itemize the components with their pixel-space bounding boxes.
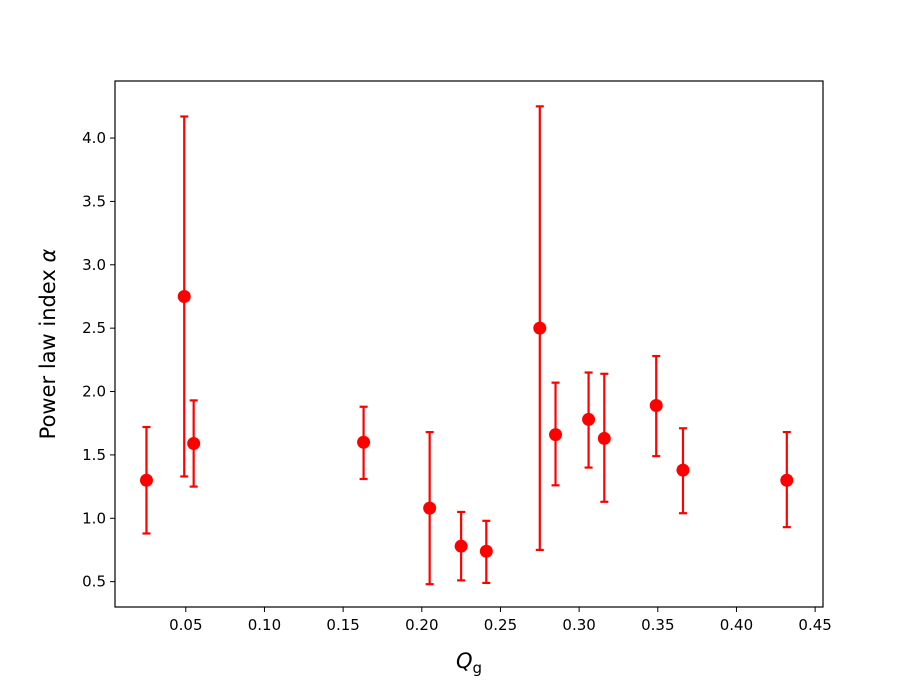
plot-frame xyxy=(114,80,824,608)
y-axis-label-symbol: α xyxy=(36,248,60,262)
data-point xyxy=(177,289,191,303)
data-point xyxy=(676,463,690,477)
y-tick-label: 0.5 xyxy=(82,573,106,591)
data-point xyxy=(479,544,493,558)
y-axis: 0.5 1.0 1.5 2.0 2.5 3.0 3.5 4.0 xyxy=(82,129,115,591)
data-point xyxy=(780,473,794,487)
data-point xyxy=(597,431,611,445)
x-axis-label-main: Q xyxy=(456,649,473,673)
x-tick-label: 0.45 xyxy=(798,616,831,634)
y-tick-label: 2.0 xyxy=(82,383,106,401)
y-axis-label-main: Power law index xyxy=(36,262,60,439)
x-tick-label: 0.10 xyxy=(248,616,281,634)
data-point xyxy=(454,539,468,553)
x-axis-label-subscript: g xyxy=(473,659,483,677)
x-tick-label: 0.05 xyxy=(169,616,202,634)
y-tick-label: 1.5 xyxy=(82,446,106,464)
x-tick-label: 0.25 xyxy=(484,616,517,634)
y-tick-label: 1.0 xyxy=(82,509,106,527)
data-point xyxy=(582,412,596,426)
data-point xyxy=(139,473,153,487)
x-tick-label: 0.30 xyxy=(562,616,595,634)
data-point xyxy=(549,428,563,442)
x-tick-label: 0.20 xyxy=(405,616,438,634)
x-axis: 0.05 0.10 0.15 0.20 0.25 0.30 0.35 0.40 0.45 xyxy=(169,607,832,634)
data-point xyxy=(423,501,437,515)
x-axis-label: Qg xyxy=(456,649,482,677)
y-tick-label: 3.5 xyxy=(82,192,106,210)
y-tick-label: 3.0 xyxy=(82,256,106,274)
data-point xyxy=(187,436,201,450)
data-point xyxy=(649,398,663,412)
y-axis-label: Power law index α xyxy=(36,248,60,439)
x-tick-label: 0.15 xyxy=(326,616,359,634)
data-point xyxy=(357,435,371,449)
x-tick-label: 0.35 xyxy=(641,616,674,634)
y-tick-label: 2.5 xyxy=(82,319,106,337)
y-tick-label: 4.0 xyxy=(82,129,106,147)
data-marks xyxy=(139,105,794,586)
data-point xyxy=(533,321,547,335)
x-tick-label: 0.40 xyxy=(720,616,753,634)
